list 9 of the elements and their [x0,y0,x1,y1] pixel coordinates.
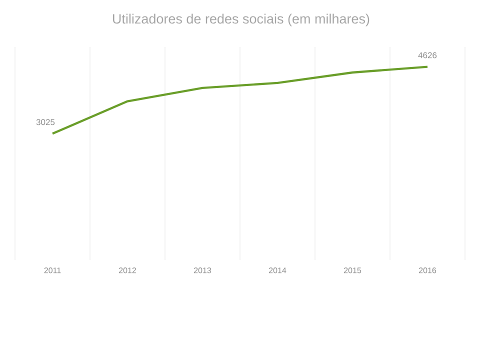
x-tick-label: 2012 [119,268,136,274]
x-tick-label: 2011 [44,268,61,274]
x-tick-label: 2014 [269,268,286,274]
chart-title: Utilizadores de redes sociais (em milhares) [112,14,370,26]
data-label: 4626 [418,52,437,58]
x-tick-label: 2015 [344,268,362,274]
data-label: 3025 [36,119,55,126]
x-tick-label: 2013 [194,268,212,274]
x-tick-label: 2016 [419,268,436,274]
